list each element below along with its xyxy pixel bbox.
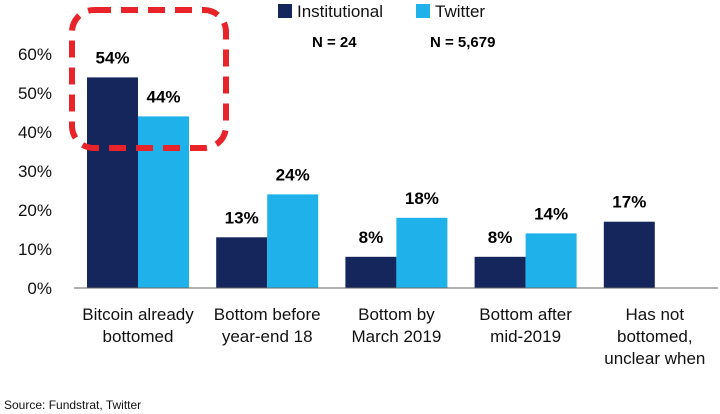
bar-twitter bbox=[138, 116, 189, 289]
y-tick-label: 40% bbox=[18, 123, 52, 142]
data-label: 8% bbox=[359, 228, 384, 247]
legend: Institutional N = 24 Twitter N = 5,679 bbox=[278, 2, 495, 51]
data-label: 13% bbox=[225, 208, 259, 227]
x-category-label: Bitcoin already bottomed bbox=[82, 305, 194, 346]
legend-label: Twitter bbox=[435, 2, 485, 21]
bar-institutional bbox=[474, 256, 526, 288]
bar-twitter bbox=[396, 217, 448, 288]
highlight-group bbox=[69, 7, 229, 151]
data-label: 8% bbox=[488, 228, 513, 247]
data-label: 44% bbox=[146, 87, 180, 106]
y-tick-label: 30% bbox=[18, 162, 52, 181]
y-tick-label: 60% bbox=[18, 45, 52, 64]
y-tick-label: 20% bbox=[18, 201, 52, 220]
data-label: 14% bbox=[534, 204, 568, 223]
y-tick-label: 10% bbox=[18, 240, 52, 259]
highlight-box bbox=[69, 7, 229, 151]
bar-institutional bbox=[87, 77, 138, 289]
x-category-label: Bottom by March 2019 bbox=[352, 305, 442, 346]
data-label: 24% bbox=[276, 165, 310, 184]
source-note: Source: Fundstrat, Twitter bbox=[4, 398, 141, 412]
data-label: 18% bbox=[405, 189, 439, 208]
x-axis: Bitcoin already bottomed Bottom before year… bbox=[74, 287, 718, 368]
legend-swatch-twitter bbox=[416, 4, 430, 18]
data-labels: 54% 44% 13% 24% 8% 18% 8% 14% 17% bbox=[95, 48, 646, 246]
x-category-label: Has not bottomed, unclear when bbox=[604, 305, 705, 368]
bar-twitter bbox=[525, 233, 577, 288]
legend-swatch-institutional bbox=[278, 4, 292, 18]
bar-institutional bbox=[216, 237, 268, 288]
bar-institutional bbox=[345, 256, 397, 288]
legend-n-label: N = 24 bbox=[312, 34, 357, 51]
bars bbox=[87, 77, 655, 289]
bar-institutional bbox=[603, 221, 655, 288]
x-category-label: Bottom before year-end 18 bbox=[214, 305, 321, 346]
data-label: 17% bbox=[612, 193, 646, 212]
legend-label: Institutional bbox=[297, 2, 383, 21]
y-axis: 0% 10% 20% 30% 40% 50% 60% bbox=[18, 45, 52, 298]
data-label: 54% bbox=[95, 48, 129, 67]
x-category-label: Bottom after mid-2019 bbox=[479, 305, 572, 346]
y-tick-label: 50% bbox=[18, 84, 52, 103]
legend-n-label: N = 5,679 bbox=[430, 34, 495, 51]
bar-twitter bbox=[267, 194, 319, 288]
y-tick-label: 0% bbox=[27, 279, 52, 298]
